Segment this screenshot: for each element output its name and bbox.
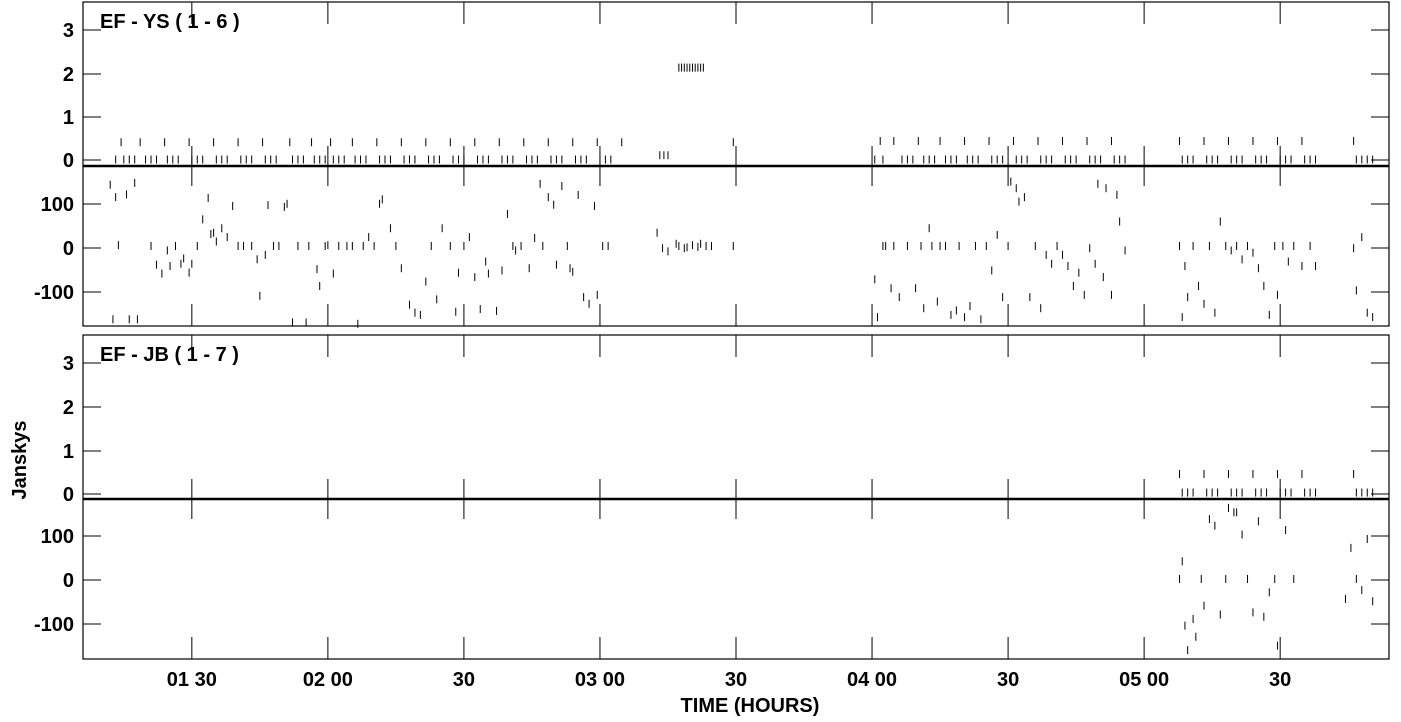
x-tick-label: 01 30 (167, 669, 217, 691)
phase-tick-label: 0 (63, 570, 74, 592)
x-tick-label: 02 00 (303, 669, 353, 691)
phase-tick-label: 100 (41, 526, 74, 548)
amp-tick-label: 3 (63, 353, 74, 375)
phase-tick-label: 0 (63, 238, 74, 260)
x-tick-label: 30 (997, 669, 1019, 691)
phase-tick-label: 100 (41, 194, 74, 216)
amp-tick-label: 1 (63, 107, 74, 129)
amp-tick-label: 1 (63, 441, 74, 463)
panel-1: EF - YS ( 1 - 6 ) 3 2 1 0 100 0 -100 (34, 1, 1390, 328)
x-tick-label: 03 00 (575, 669, 625, 691)
x-tick-label: 04 00 (847, 669, 897, 691)
panel-title: EF - JB ( 1 - 7 ) (100, 344, 239, 366)
amp-tick-label: 2 (63, 64, 74, 86)
amp-tick-label: 0 (63, 150, 74, 172)
amp-tick-label: 0 (63, 484, 74, 506)
y-axis-label: Janskys (9, 421, 31, 500)
amp-tick-label: 2 (63, 397, 74, 419)
phase-tick-label: -100 (34, 614, 74, 636)
x-tick-label: 05 00 (1119, 669, 1169, 691)
phase-tick-label: -100 (34, 282, 74, 304)
panel-title: EF - YS ( 1 - 6 ) (100, 11, 240, 33)
x-axis-label: TIME (HOURS) (681, 695, 820, 717)
amp-tick-label: 3 (63, 20, 74, 42)
panel-2: EF - JB ( 1 - 7 ) 3 2 1 0 100 0 -100 (34, 334, 1390, 660)
x-tick-label: 30 (725, 669, 747, 691)
x-tick-label: 30 (453, 669, 475, 691)
x-tick-label: 30 (1269, 669, 1291, 691)
